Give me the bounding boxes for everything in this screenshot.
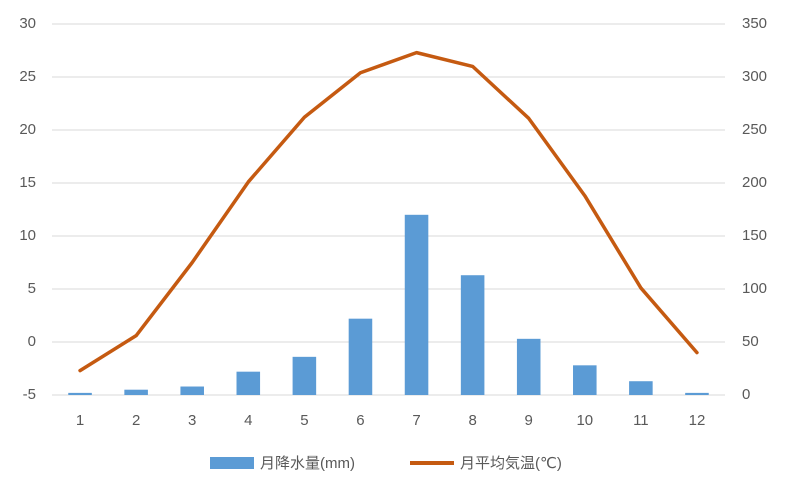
y2-tick-label: 150 — [742, 227, 767, 244]
x-tick-label: 12 — [689, 412, 706, 429]
y-tick-label: 25 — [19, 68, 36, 85]
y-tick-label: -5 — [23, 386, 36, 403]
legend-label: 月平均気温(℃) — [460, 455, 562, 472]
bar — [236, 371, 261, 395]
y-tick-label: 0 — [28, 333, 36, 350]
bar — [460, 275, 485, 395]
bar — [68, 392, 92, 395]
y-tick-label: 30 — [19, 15, 36, 32]
bar — [573, 365, 597, 395]
line — [78, 50, 699, 373]
y-tick-label: 10 — [19, 227, 36, 244]
x-tick-label: 5 — [300, 412, 308, 429]
y2-tick-label: 250 — [742, 121, 767, 138]
y2-tick-label: 350 — [742, 15, 767, 32]
y2-tick-label: 100 — [742, 280, 767, 297]
x-tick-label: 2 — [132, 412, 140, 429]
x-tick-label: 4 — [244, 412, 252, 429]
bar — [404, 214, 429, 395]
bar — [516, 338, 541, 395]
legend-swatch — [210, 457, 254, 469]
x-tick-label: 6 — [356, 412, 364, 429]
y2-tick-label: 200 — [742, 174, 767, 191]
y-tick-label: 15 — [19, 174, 36, 191]
y-tick-label: 5 — [28, 280, 36, 297]
legend-label: 月降水量(mm) — [260, 455, 355, 472]
x-tick-label: 3 — [188, 412, 196, 429]
y2-tick-label: 300 — [742, 68, 767, 85]
x-tick-label: 8 — [468, 412, 476, 429]
y-tick-label: 20 — [19, 121, 36, 138]
x-tick-label: 1 — [76, 412, 84, 429]
bar — [629, 381, 653, 395]
bar — [348, 318, 373, 395]
y2-tick-label: 50 — [742, 333, 759, 350]
bar — [685, 392, 709, 395]
bar — [124, 389, 148, 395]
bar — [180, 386, 204, 395]
x-tick-label: 7 — [412, 412, 420, 429]
y2-tick-label: 0 — [742, 386, 750, 403]
bar — [292, 356, 317, 395]
x-tick-label: 9 — [525, 412, 533, 429]
x-tick-label: 11 — [633, 412, 649, 429]
x-tick-label: 10 — [576, 412, 593, 429]
